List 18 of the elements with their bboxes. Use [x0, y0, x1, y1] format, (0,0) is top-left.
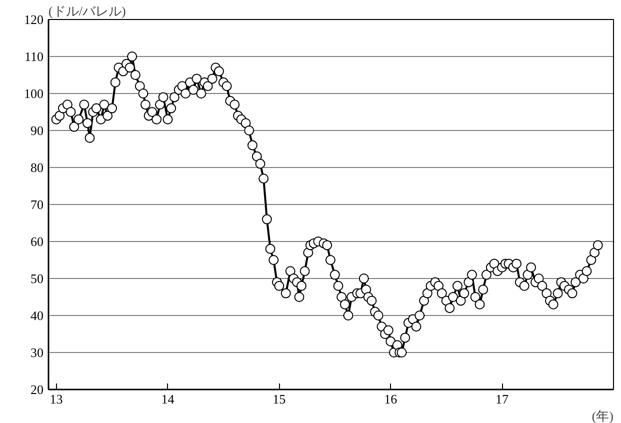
- y-tick-label: 20: [30, 382, 44, 397]
- y-tick-label: 70: [30, 197, 44, 212]
- x-tick-label: 14: [161, 392, 175, 406]
- y-tick-label: 30: [30, 345, 44, 360]
- y-tick-label: 60: [30, 234, 44, 249]
- y-tick-label: 50: [30, 271, 44, 286]
- y-tick-label: 90: [30, 123, 44, 138]
- y-tick-label: 80: [30, 160, 44, 175]
- y-tick-label: 100: [24, 86, 44, 101]
- y-tick-label: 110: [24, 49, 44, 64]
- x-tick-label: 15: [272, 392, 286, 406]
- y-tick-label: 120: [24, 12, 44, 27]
- y-axis-title: (ドル/バレル): [48, 4, 126, 18]
- x-tick-label: 13: [50, 392, 63, 406]
- y-tick-label: 40: [30, 308, 44, 323]
- x-axis-title: (年): [592, 408, 614, 423]
- x-tick-label: 16: [384, 392, 398, 406]
- x-tick-label: 17: [496, 392, 510, 406]
